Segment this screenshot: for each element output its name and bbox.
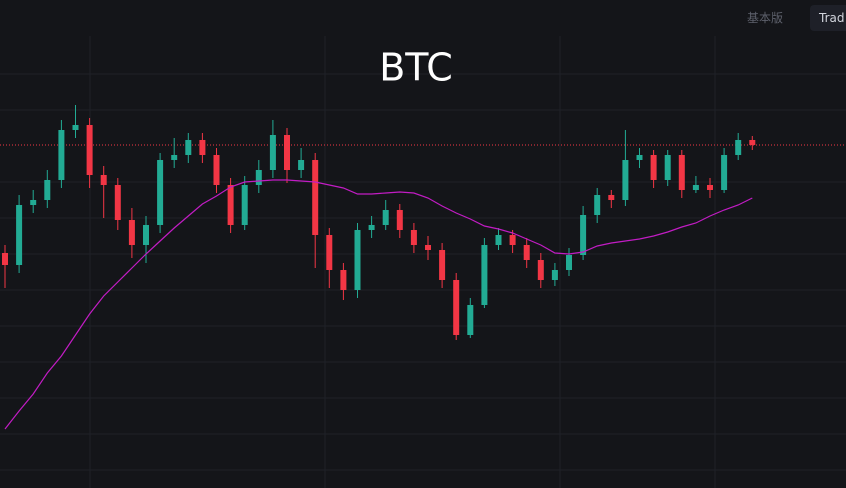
candle-body [72, 125, 79, 130]
candle-body [326, 235, 333, 270]
candle-body [157, 160, 164, 225]
candle-body [580, 215, 587, 255]
candle-body [213, 155, 220, 185]
candle-body [425, 245, 431, 250]
candle-body [678, 155, 685, 190]
candle-body [128, 220, 135, 245]
candle-body [16, 205, 23, 265]
candle-body [566, 255, 572, 270]
candle-body [664, 155, 671, 180]
candle-body [410, 230, 417, 245]
candle-body [749, 140, 756, 145]
candle-body [495, 235, 502, 245]
candle-body [735, 140, 742, 155]
candle-body [382, 210, 389, 225]
candle-body [86, 125, 93, 175]
grid [0, 36, 846, 488]
candle-body [312, 160, 319, 235]
candle-body [707, 185, 713, 190]
candle-body [650, 155, 657, 180]
candle-body [509, 235, 516, 245]
candle-body [622, 160, 629, 200]
candle-body [354, 230, 361, 290]
top-bar: 基本版 Trad [0, 0, 846, 36]
moving-average [4, 179, 753, 430]
candle-body [284, 135, 290, 170]
candle-body [608, 195, 615, 200]
candle-body [721, 155, 728, 190]
candle-body [467, 305, 474, 335]
candle-body [298, 160, 305, 170]
candle-body [227, 185, 234, 225]
candle-body [114, 185, 121, 220]
candle-body [185, 140, 192, 155]
candle-body [143, 225, 149, 245]
candle-body [30, 200, 37, 205]
candle-body [368, 225, 375, 230]
candle-body [171, 155, 178, 160]
candle-body [100, 175, 107, 185]
candle-body [58, 130, 65, 180]
candle-body [2, 253, 8, 265]
candle-body [269, 135, 276, 170]
candle-body [340, 270, 347, 290]
candle-body [396, 210, 403, 230]
candle-body [255, 170, 262, 185]
candle-body [636, 155, 643, 160]
trade-button[interactable]: Trad [810, 5, 846, 31]
candle-body [594, 195, 601, 215]
basic-button[interactable]: 基本版 [747, 11, 784, 25]
candle-body [481, 245, 488, 305]
candle-body [692, 185, 699, 190]
candle-body [439, 250, 446, 280]
chart-title: BTC [379, 46, 453, 90]
candle-body [523, 245, 530, 260]
candle-body [551, 270, 558, 280]
candle-body [537, 260, 544, 280]
candle-body [44, 180, 51, 200]
candle-body [453, 280, 460, 335]
candle-body [241, 185, 248, 225]
candle-body [199, 140, 206, 155]
